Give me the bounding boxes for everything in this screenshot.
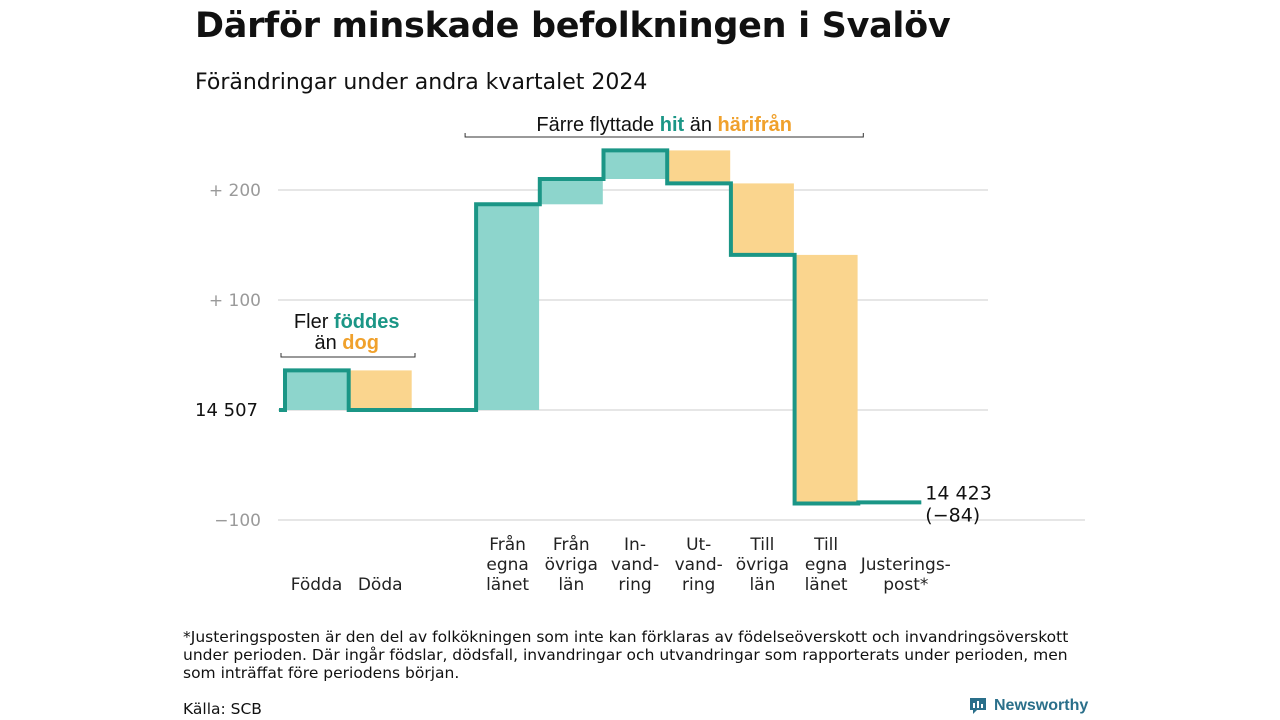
category-label: egna — [486, 555, 528, 575]
category-label: vand- — [611, 555, 659, 575]
category-label: Från — [553, 534, 590, 555]
annotation-span: härifrån — [718, 113, 792, 136]
bar — [603, 150, 667, 179]
y-tick-label: + 200 — [209, 181, 261, 201]
bar — [285, 370, 348, 410]
annotation-span: Fler — [294, 311, 334, 333]
migration-bracket — [464, 133, 864, 138]
births-annotation-line2: än dog — [314, 332, 378, 354]
category-label: ring — [618, 575, 651, 595]
category-label: övriga — [736, 555, 789, 575]
bar — [539, 179, 603, 205]
bar — [667, 150, 731, 184]
bar — [794, 254, 858, 504]
end-value-label: 14 423 — [925, 482, 991, 504]
migration-annotation: Färre flyttade hit än härifrån — [536, 113, 792, 136]
bar — [476, 204, 540, 410]
footnote: *Justeringsposten är den del av folkökni… — [183, 628, 1069, 682]
chart-subtitle: Förändringar under andra kvartalet 2024 — [195, 70, 648, 95]
category-label: vand- — [675, 555, 723, 575]
category-label: Justerings- — [860, 555, 951, 575]
births-annotation-line1: Fler föddes — [294, 311, 400, 333]
annotation-span: hit — [660, 114, 685, 136]
category-label: länet — [486, 575, 529, 595]
brand-name: Newsworthy — [994, 697, 1089, 714]
brand-logo: Newsworthy — [968, 696, 1088, 716]
bar — [730, 183, 794, 255]
births-bracket — [280, 353, 416, 358]
category-label: Till — [749, 535, 774, 555]
annotation-span: Färre flyttade — [536, 114, 659, 136]
category-label: ring — [682, 575, 715, 595]
category-label: Födda — [291, 575, 343, 595]
bar — [348, 370, 412, 410]
annotation-span: än — [684, 114, 717, 136]
category-label: länet — [805, 575, 848, 595]
step-line — [279, 148, 922, 506]
category-label: Döda — [358, 575, 403, 595]
y-tick-label: −100 — [214, 511, 261, 531]
category-label: län — [558, 575, 584, 595]
bars — [285, 150, 922, 504]
category-label: län — [749, 575, 775, 595]
grid-lines — [278, 189, 1085, 521]
chart-title: Därför minskade befolkningen i Svalöv — [195, 6, 951, 46]
category-label: Från — [489, 534, 526, 555]
category-label: övriga — [545, 555, 598, 575]
annotation-span: än — [314, 332, 342, 354]
annotation-span: dog — [342, 332, 379, 354]
category-label: In- — [624, 535, 646, 555]
category-label: Till — [813, 535, 838, 555]
category-label: Ut- — [686, 535, 711, 555]
annotation-span: föddes — [334, 311, 400, 333]
category-label: egna — [805, 555, 847, 575]
newsworthy-logo-icon — [970, 698, 986, 714]
cumulative-step-line — [279, 148, 922, 506]
source-label: Källa: SCB — [183, 700, 262, 718]
end-change-label: (−84) — [925, 504, 980, 526]
category-label: post* — [883, 575, 928, 595]
y-tick-label: + 100 — [209, 291, 261, 311]
start-value-label: 14 507 — [195, 400, 258, 421]
